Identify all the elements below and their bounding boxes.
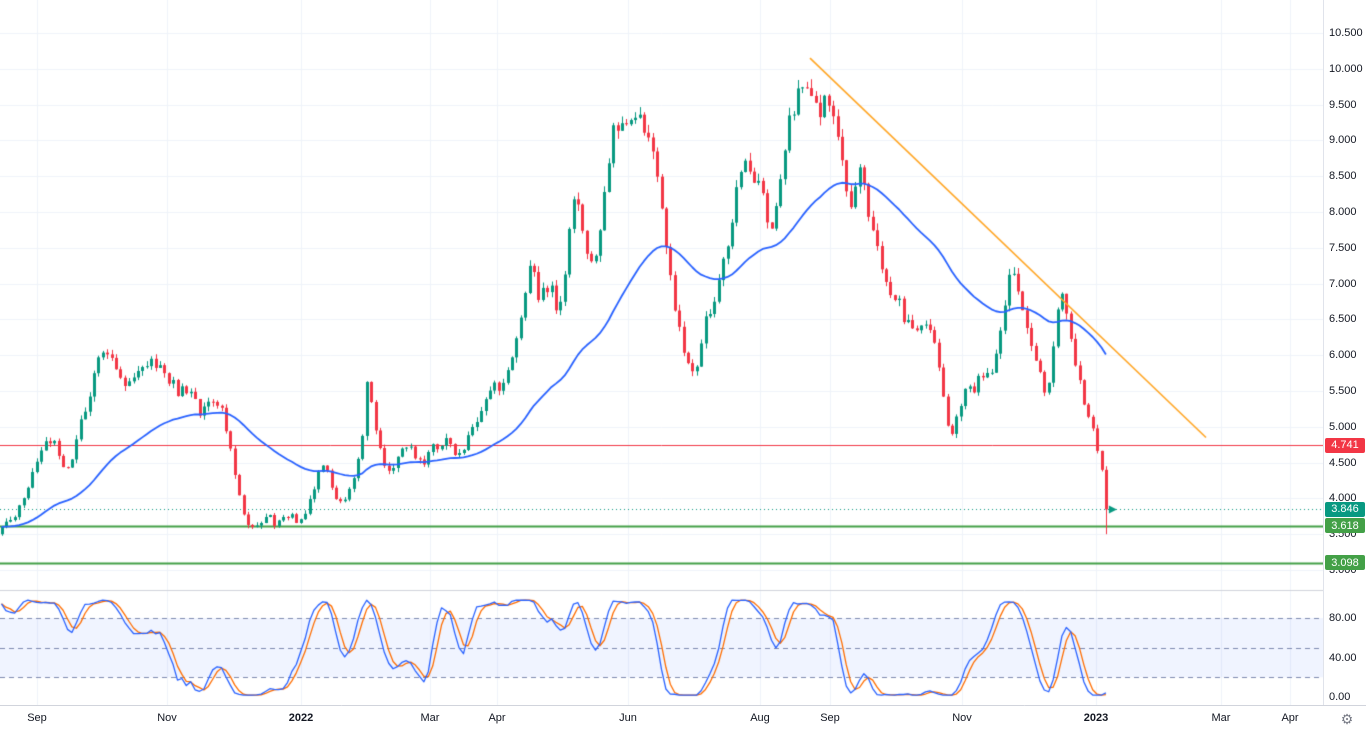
price-axis[interactable]: 10.500 10.000 9.500 9.000 8.500 8.000 7.500 7.0… [1323,0,1366,705]
time-tick-label: Sep [27,712,47,724]
time-tick-label: Apr [488,712,506,724]
price-tick-label: 7.000 [1329,277,1357,290]
price-tick-label: 6.500 [1329,313,1357,326]
indicator-tick-label: 0.00 [1329,691,1351,703]
time-axis[interactable]: Sep Nov 2022 Mar Apr Jun Aug Sep Nov 2023 Mar Apr [0,706,1366,734]
time-tick-label: Nov [157,712,177,724]
price-tick-label: 5.500 [1329,385,1357,397]
time-tick-label: Aug [750,712,770,724]
price-tick-label: 5.000 [1329,420,1357,433]
indicator-tick-label: 80.00 [1329,612,1357,624]
last-price-badge: 3.846 [1325,501,1365,517]
price-tick-label: 10.500 [1329,27,1363,39]
time-tick-label: Mar [1211,712,1231,724]
time-tick-label: Sep [820,712,840,724]
time-tick-label: Mar [420,712,440,724]
price-tick-label: 8.500 [1329,170,1357,183]
price-level-badge: 3.098 [1325,555,1365,571]
price-tick-label: 4.500 [1329,456,1357,469]
price-level-badge: 3.618 [1325,518,1365,534]
time-tick-label: 2023 [1083,712,1109,724]
price-tick-label: 6.000 [1329,349,1357,362]
price-tick-label: 7.500 [1329,241,1357,254]
indicator-tick-label: 40.00 [1329,651,1357,664]
settings-gear-icon[interactable]: ⚙ [1340,711,1354,727]
time-tick-label: Apr [1281,712,1299,724]
price-level-badge: 4.741 [1325,437,1365,453]
time-tick-label: Jun [619,712,637,724]
time-tick-label: 2022 [288,712,314,724]
price-tick-label: 8.000 [1329,206,1357,218]
time-tick-label: Nov [952,712,972,724]
price-tick-label: 9.500 [1329,98,1357,111]
price-tick-label: 4.000 [1329,492,1357,505]
price-tick-label: 9.000 [1329,134,1357,147]
price-tick-label: 10.000 [1329,62,1363,75]
